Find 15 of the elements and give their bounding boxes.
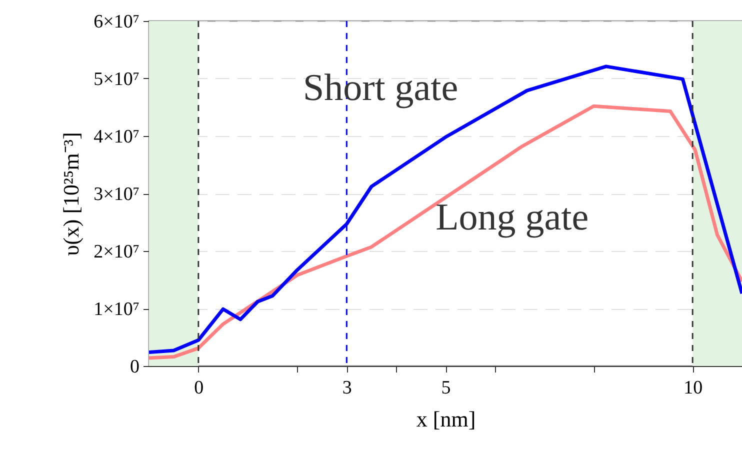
x-tick-label: 0 (194, 378, 204, 398)
y-tick-label: 0 (130, 356, 140, 378)
y-tick-label: 1×10⁷ (94, 299, 140, 320)
series-label: Long gate (436, 196, 589, 238)
y-tick-label: 5×10⁷ (94, 69, 140, 90)
y-tick-label: 4×10⁷ (94, 126, 140, 148)
x-tick-label: 5 (441, 378, 451, 398)
x-axis-title: x [nm] (416, 406, 476, 432)
y-tick-label: 3×10⁷ (94, 184, 140, 205)
y-axis-title: υ(x) [10²⁵m⁻³] (58, 132, 84, 256)
y-tick-label: 2×10⁷ (94, 242, 140, 262)
x-tick-label: 3 (342, 378, 352, 398)
y-tick-label: 6×10⁷ (94, 12, 140, 32)
x-tick-label: 10 (684, 378, 703, 398)
series-label: Short gate (302, 67, 458, 110)
